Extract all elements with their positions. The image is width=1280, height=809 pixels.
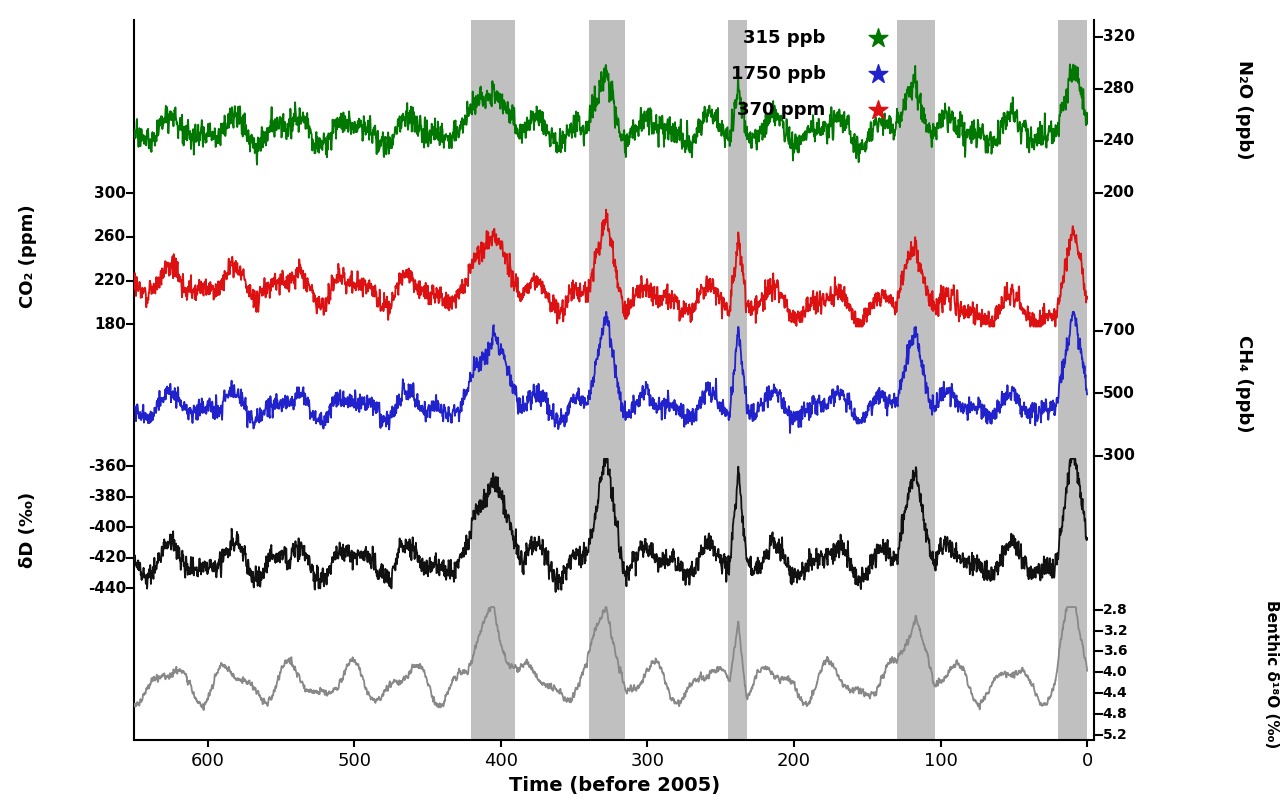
Text: CO₂ (ppm): CO₂ (ppm) (19, 204, 37, 308)
Text: 5.2: 5.2 (1103, 728, 1128, 742)
Text: 1750 ppb: 1750 ppb (731, 66, 826, 83)
Bar (896, 20, 934, 740)
Point (1075, 68, 1096, 81)
Text: 4.8: 4.8 (1103, 707, 1128, 721)
Text: 2.8: 2.8 (1103, 603, 1128, 616)
Text: 180: 180 (95, 317, 125, 332)
Text: CH₄ (ppb): CH₄ (ppb) (1235, 335, 1253, 433)
Text: 300: 300 (95, 185, 125, 201)
Text: 370 ppm: 370 ppm (737, 101, 826, 119)
Text: 260: 260 (93, 230, 125, 244)
Text: 300: 300 (1103, 448, 1134, 464)
Text: 320: 320 (1103, 29, 1135, 44)
Text: δD (‰): δD (‰) (19, 492, 37, 568)
Text: 3.6: 3.6 (1103, 645, 1128, 659)
Bar (728, 20, 748, 740)
Text: 200: 200 (1103, 185, 1135, 201)
Text: 4.0: 4.0 (1103, 665, 1128, 680)
Text: 280: 280 (1103, 81, 1135, 96)
Text: -360: -360 (88, 459, 125, 474)
Text: Benthic δ¹⁸O (‰): Benthic δ¹⁸O (‰) (1263, 599, 1279, 748)
Text: -420: -420 (88, 550, 125, 565)
Text: 240: 240 (1103, 133, 1135, 148)
Bar (1057, 20, 1087, 740)
Text: 3.2: 3.2 (1103, 624, 1128, 637)
Point (1075, 104, 1096, 116)
X-axis label: Time (before 2005): Time (before 2005) (509, 776, 719, 794)
Text: -440: -440 (88, 581, 125, 595)
Bar (471, 20, 516, 740)
Text: N₂O (ppb): N₂O (ppb) (1235, 61, 1253, 160)
Bar (589, 20, 626, 740)
Text: 315 ppb: 315 ppb (744, 29, 826, 47)
Point (1075, 32, 1096, 44)
Text: 4.4: 4.4 (1103, 686, 1128, 701)
Text: 500: 500 (1103, 386, 1134, 400)
Text: 700: 700 (1103, 323, 1134, 338)
Text: -400: -400 (88, 520, 125, 535)
Text: 220: 220 (93, 273, 125, 288)
Text: -380: -380 (88, 489, 125, 505)
